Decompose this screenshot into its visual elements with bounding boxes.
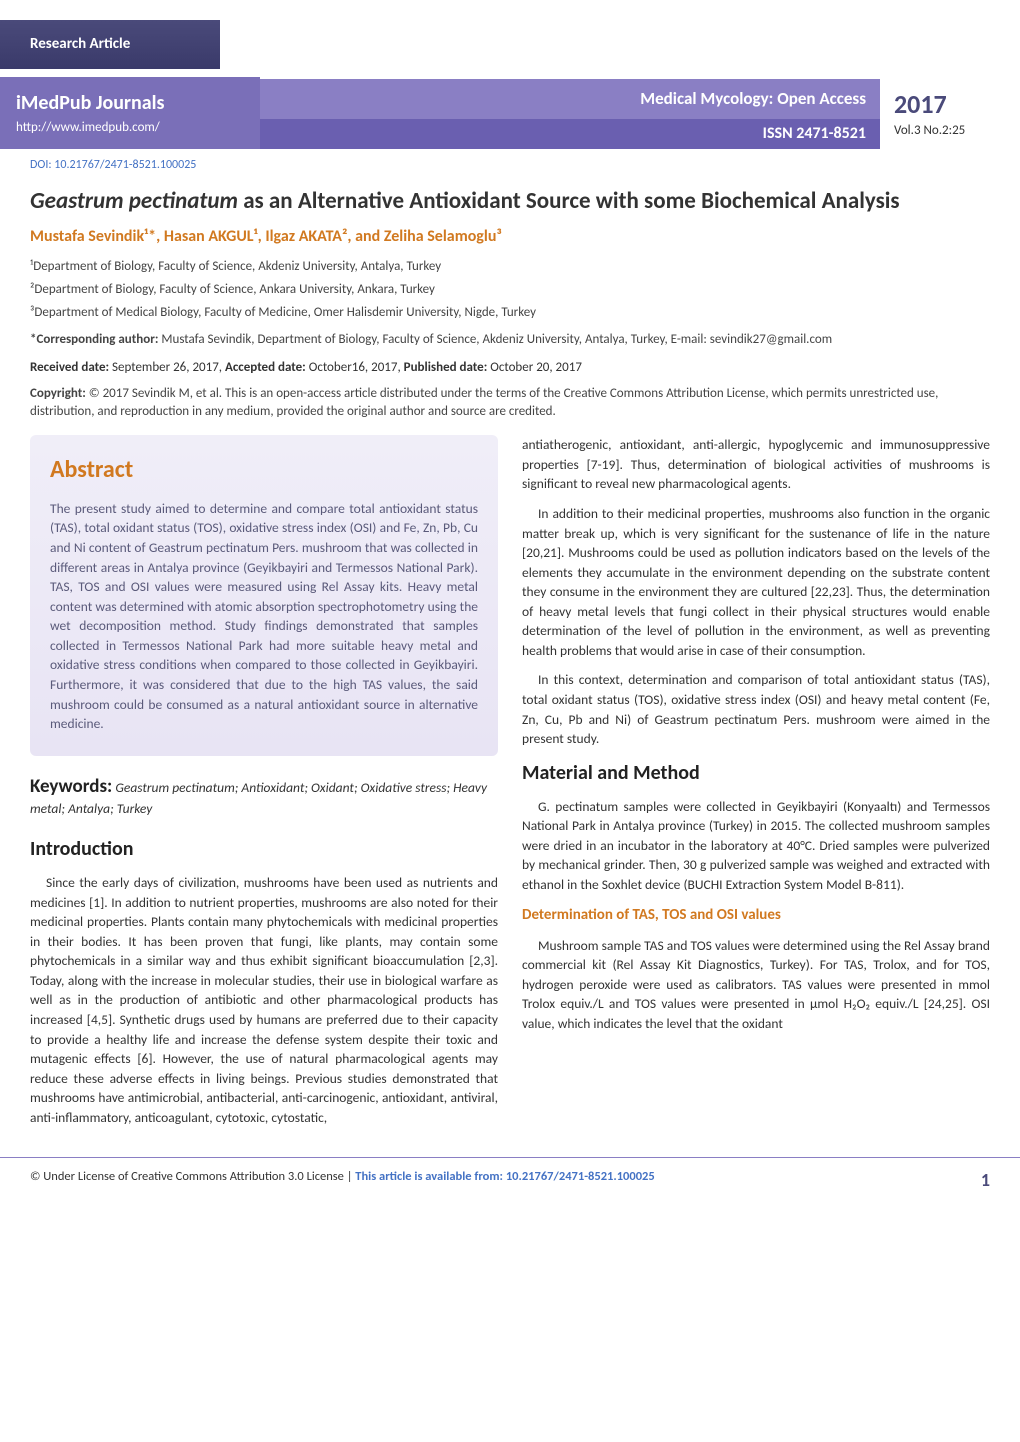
affiliation-1: ¹Department of Biology, Faculty of Scien… [30,258,990,276]
material-heading: Material and Method [522,759,990,787]
footer-license: © Under License of Creative Commons Attr… [30,1169,355,1184]
corresponding-author: *Corresponding author: Mustafa Sevindik,… [30,331,990,349]
received-label: Received date: [30,360,109,375]
research-article-badge: Research Article [0,20,220,69]
year-box: 2017 Vol.3 No.2:25 [880,77,1020,149]
year: 2017 [894,86,1020,122]
footer: © Under License of Creative Commons Attr… [0,1157,1020,1203]
footer-link[interactable]: 10.21767/2471-8521.100025 [506,1169,655,1184]
intro-p1: Since the early days of civilization, mu… [30,873,498,1127]
footer-link-label: This article is available from: [355,1169,503,1184]
corresponding-label: *Corresponding author: [30,332,158,347]
keywords-label: Keywords: [30,775,112,798]
tas-tos-heading: Determination of TAS, TOS and OSI values [522,905,990,926]
right-column: antiatherogenic, antioxidant, anti-aller… [522,435,990,1137]
copyright-text: © 2017 Sevindik M, et al. This is an ope… [30,386,938,419]
intro-p2: antiatherogenic, antioxidant, anti-aller… [522,435,990,494]
doi-link[interactable]: DOI: 10.21767/2471-8521.100025 [30,153,990,188]
copyright-label: Copyright: [30,386,86,401]
publisher-title: iMedPub Journals [16,89,244,117]
title-rest: as an Alternative Antioxidant Source wit… [238,187,900,215]
published-label: Published date: [404,360,488,375]
abstract-text: The present study aimed to determine and… [50,499,478,734]
accepted-date: October16, 2017, [306,360,401,375]
intro-p3: In addition to their medicinal propertie… [522,504,990,661]
affiliation-2: ²Department of Biology, Faculty of Scien… [30,281,990,299]
material-p2: Mushroom sample TAS and TOS values were … [522,936,990,1034]
issn: ISSN 2471-8521 [260,119,880,149]
material-p1: G. pectinatum samples were collected in … [522,797,990,895]
volume: Vol.3 No.2:25 [894,122,1020,140]
copyright: Copyright: © 2017 Sevindik M, et al. Thi… [30,385,990,421]
page-number: 1 [981,1168,990,1193]
title-italic: Geastrum pectinatum [30,187,238,215]
abstract-heading: Abstract [50,453,478,487]
article-dates: Received date: September 26, 2017, Accep… [30,359,990,377]
article-title: Geastrum pectinatum as an Alternative An… [30,188,990,216]
journal-banner: iMedPub Journals http://www.imedpub.com/… [0,77,1020,149]
published-date: October 20, 2017 [487,360,582,375]
journal-name: Medical Mycology: Open Access [640,88,866,109]
two-column-layout: Abstract The present study aimed to dete… [30,435,990,1137]
journal-info: Medical Mycology: Open Access ISSN 2471-… [260,77,880,149]
keywords: Keywords: Geastrum pectinatum; Antioxida… [30,774,498,819]
intro-p4: In this context, determination and compa… [522,670,990,748]
footer-left: © Under License of Creative Commons Attr… [30,1168,655,1193]
corresponding-text: Mustafa Sevindik, Department of Biology,… [158,332,832,347]
left-column: Abstract The present study aimed to dete… [30,435,498,1137]
research-label: Research Article [30,35,130,53]
affiliation-3: ³Department of Medical Biology, Faculty … [30,304,990,322]
publisher-url[interactable]: http://www.imedpub.com/ [16,119,244,137]
accepted-label: Accepted date: [225,360,306,375]
received-date: September 26, 2017, [109,360,225,375]
introduction-heading: Introduction [30,835,498,863]
authors: Mustafa Sevindik¹*, Hasan AKGUL¹, Ilgaz … [30,226,990,248]
abstract-box: Abstract The present study aimed to dete… [30,435,498,755]
publisher-box: iMedPub Journals http://www.imedpub.com/ [0,77,260,149]
